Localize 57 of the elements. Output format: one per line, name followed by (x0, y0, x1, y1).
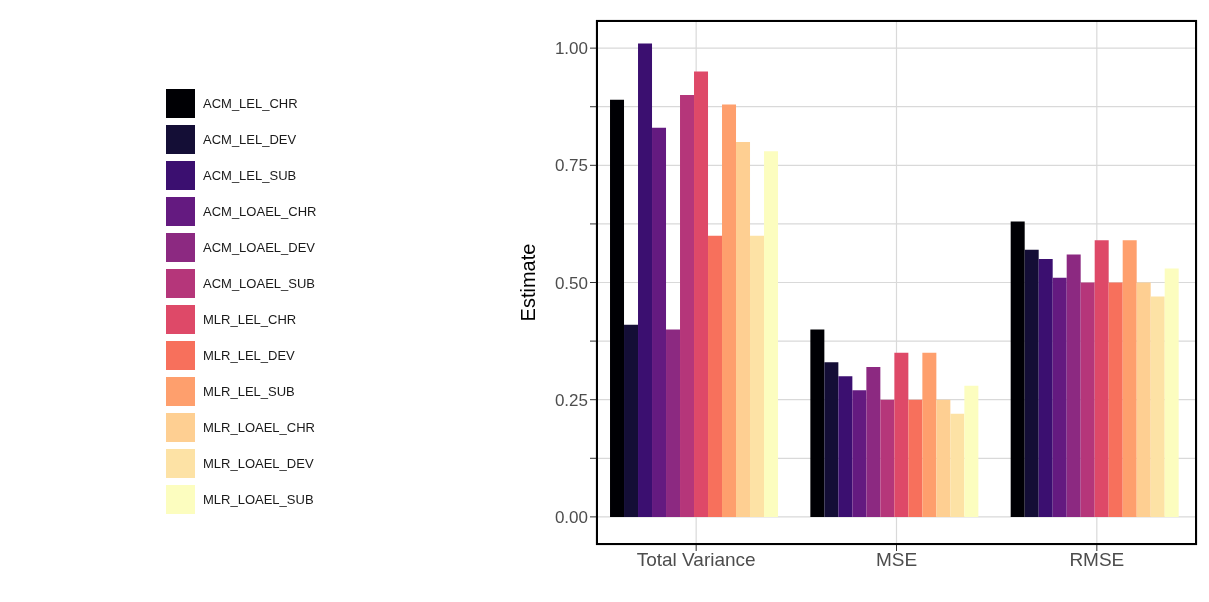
bar (764, 151, 779, 517)
bar (736, 141, 751, 517)
bar (708, 235, 723, 517)
legend-label: MLR_LOAEL_CHR (203, 420, 315, 435)
legend-label: MLR_LOAEL_SUB (203, 492, 314, 507)
x-tick-label: Total Variance (636, 549, 756, 571)
legend-label: ACM_LOAEL_SUB (203, 276, 315, 291)
legend-label: ACM_LOAEL_CHR (203, 204, 317, 219)
x-tick-label: RMSE (1069, 549, 1125, 571)
bar (652, 127, 667, 517)
bar (694, 71, 709, 517)
bar (1066, 254, 1081, 517)
bar (1122, 240, 1137, 517)
bar (750, 235, 765, 517)
bar (810, 329, 825, 517)
bar (1164, 268, 1179, 517)
y-tick-label: 0.75 (554, 156, 588, 176)
bar (1024, 249, 1039, 517)
bar (1052, 277, 1067, 517)
bar (964, 385, 979, 517)
bar (1094, 240, 1109, 517)
bar (722, 104, 737, 517)
legend-label: MLR_LEL_SUB (203, 384, 295, 399)
bar (624, 324, 639, 517)
bar (894, 352, 909, 517)
bar (838, 376, 853, 517)
legend-label: MLR_LEL_DEV (203, 348, 295, 363)
bar (1080, 282, 1095, 517)
legend-label: ACM_LEL_DEV (203, 132, 297, 147)
bar (824, 362, 839, 517)
y-tick-label: 0.00 (554, 507, 588, 527)
bar (936, 399, 951, 517)
y-tick-label: 0.25 (554, 390, 588, 410)
bar (1038, 259, 1053, 517)
x-tick-label: MSE (875, 549, 918, 571)
bar (1150, 296, 1165, 517)
bar (866, 366, 881, 517)
legend-label: MLR_LEL_CHR (203, 312, 297, 327)
bar (908, 399, 923, 517)
bar (666, 329, 681, 517)
bar (1108, 282, 1123, 517)
bar (880, 399, 895, 517)
bar (1136, 282, 1151, 517)
legend-label: ACM_LEL_SUB (203, 168, 297, 183)
bar (638, 43, 653, 517)
bar (1010, 221, 1025, 517)
legend-label: MLR_LOAEL_DEV (203, 456, 314, 471)
y-axis-title: Estimate (517, 243, 540, 322)
bar (680, 95, 695, 517)
bar (610, 99, 625, 517)
legend-label: ACM_LOAEL_DEV (203, 240, 315, 255)
legend-label: ACM_LEL_CHR (203, 96, 298, 111)
bar (852, 390, 867, 517)
y-tick-label: 0.50 (554, 273, 588, 293)
bar (922, 352, 937, 517)
y-tick-label: 1.00 (554, 39, 588, 59)
bar (950, 413, 965, 517)
